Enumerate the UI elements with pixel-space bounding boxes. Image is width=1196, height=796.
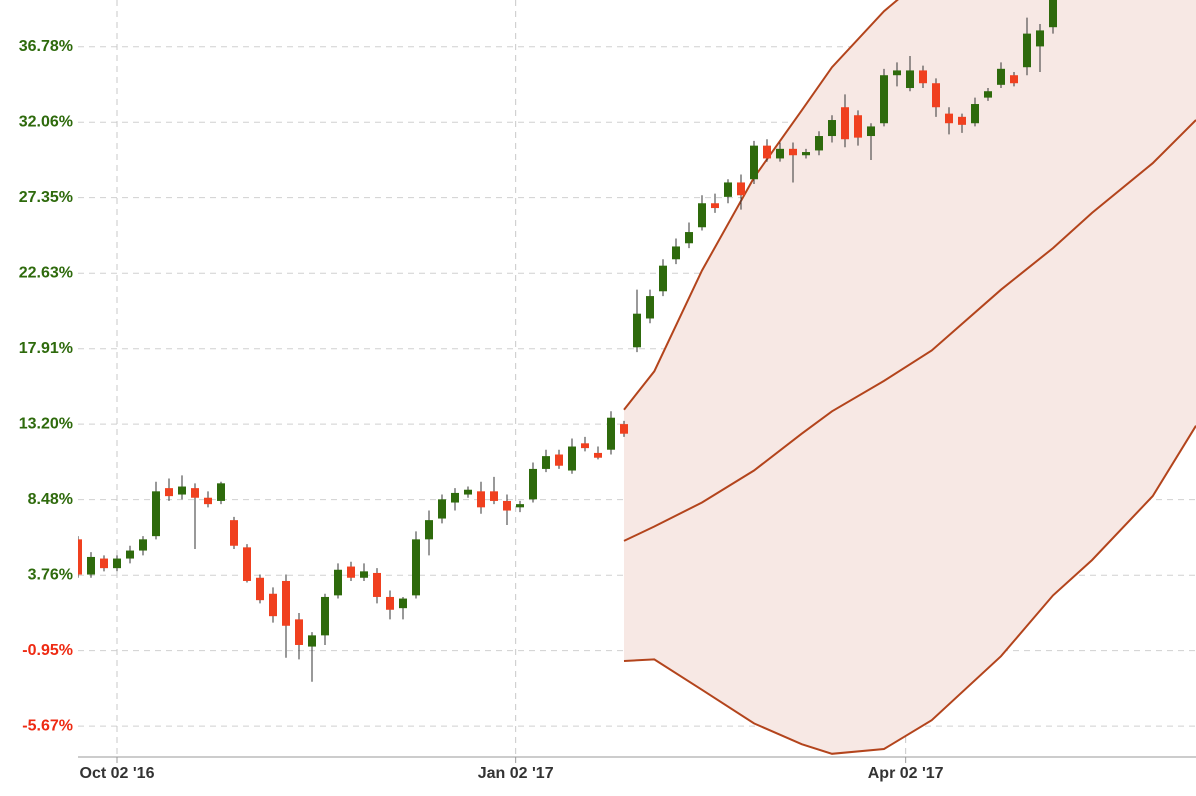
candle-body [425, 520, 433, 540]
candle-body [750, 145, 758, 180]
candle-body [438, 499, 446, 519]
y-tick-label: -5.67% [22, 717, 73, 734]
y-tick-label: 8.48% [28, 491, 73, 508]
candle-body [945, 113, 953, 124]
candle-body [724, 182, 732, 197]
candle-body [347, 566, 355, 578]
candle-body [633, 313, 641, 348]
candle-body [880, 75, 888, 124]
forecast-line [623, 0, 899, 411]
candle-body [191, 488, 199, 498]
candle-body [542, 456, 550, 469]
x-tick-label: Oct 02 '16 [80, 765, 155, 782]
candle-body [269, 593, 277, 617]
candle-body [126, 550, 134, 559]
candle-body [958, 116, 966, 125]
candle-body [451, 492, 459, 503]
candle-body [997, 68, 1005, 85]
forecast [623, 0, 1196, 755]
forecast-line [623, 425, 1196, 755]
candle-body [1023, 33, 1031, 68]
candle-body [815, 136, 823, 151]
candle-body [711, 203, 719, 209]
x-tick-label: Jan 02 '17 [478, 765, 554, 782]
candle-body [78, 539, 82, 575]
y-tick-label: 13.20% [19, 415, 73, 432]
candle-body [789, 148, 797, 156]
candle-body [906, 70, 914, 89]
candle-body [87, 556, 95, 575]
candle-body [217, 483, 225, 501]
candle-body [100, 558, 108, 569]
forecast-line [623, 119, 1196, 542]
candle-body [334, 569, 342, 596]
x-tick-label: Apr 02 '17 [868, 765, 944, 782]
candle-body [516, 504, 524, 508]
axes: 36.78% 32.06% 27.35% 22.63% 17.91% 13.20% 8.48… [19, 38, 1196, 782]
candle-body [555, 454, 563, 466]
candle-body [659, 265, 667, 292]
candle-body [152, 491, 160, 537]
candle-body [620, 424, 628, 434]
candle-body [594, 452, 602, 458]
candle-body [308, 635, 316, 647]
candle-body [529, 468, 537, 500]
candle-body [646, 296, 654, 319]
candle-body [581, 443, 589, 449]
candle-body [464, 489, 472, 495]
candle-body [113, 558, 121, 569]
candle-body [802, 152, 810, 156]
y-tick-label: 32.06% [19, 113, 73, 130]
candle-body [776, 148, 784, 159]
candle-body [321, 596, 329, 636]
candle-body [1049, 0, 1057, 28]
candle-body [490, 491, 498, 501]
y-tick-label: 3.76% [28, 566, 73, 583]
candle-body [919, 70, 927, 84]
candle-body [763, 145, 771, 159]
candle-body [399, 598, 407, 609]
candle-body [984, 91, 992, 98]
candle-body [256, 577, 264, 601]
candle-body [607, 417, 615, 450]
candle-body [1010, 75, 1018, 84]
y-tick-label: 22.63% [19, 264, 73, 281]
candle-body [178, 486, 186, 495]
candle-body [841, 107, 849, 140]
candle-body [230, 520, 238, 546]
y-tick-label: 36.78% [19, 38, 73, 55]
candle-body [971, 104, 979, 124]
candle-body [412, 539, 420, 596]
candle-body [477, 491, 485, 508]
candle-body [932, 83, 940, 108]
candles [78, 0, 1057, 682]
candle-body [165, 488, 173, 497]
candle-body [698, 203, 706, 228]
candle-body [295, 619, 303, 645]
candle-body [243, 547, 251, 581]
y-tick-label: 27.35% [19, 189, 73, 206]
candle-body [282, 580, 290, 626]
candle-body [568, 446, 576, 471]
candle-body [503, 500, 511, 511]
candle-body [373, 572, 381, 597]
candle-body [672, 246, 680, 260]
candle-body [139, 539, 147, 551]
candle-body [1036, 30, 1044, 47]
candle-body [737, 182, 745, 196]
candle-body [360, 571, 368, 578]
y-tick-label: -0.95% [22, 642, 73, 659]
candle-body [893, 70, 901, 76]
forecast-band [624, 0, 1196, 754]
candle-body [386, 596, 394, 610]
candle-body [828, 120, 836, 137]
candle-body [867, 126, 875, 137]
candle-body [204, 497, 212, 505]
y-tick-label: 17.91% [19, 340, 73, 357]
candle-body [685, 232, 693, 244]
candle-body [854, 115, 862, 138]
